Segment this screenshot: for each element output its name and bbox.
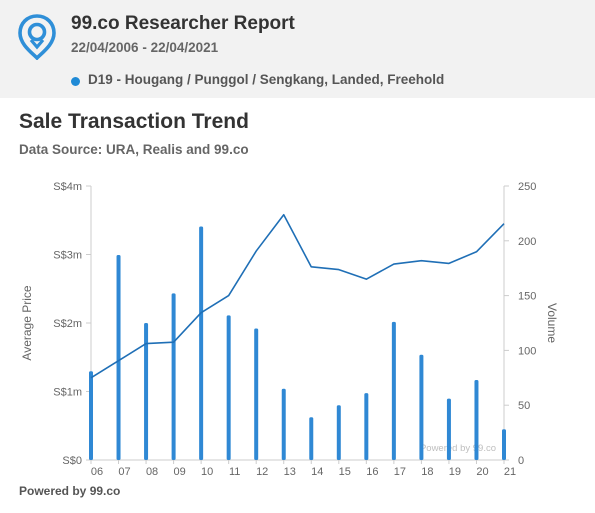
- chart-title: Sale Transaction Trend: [19, 110, 249, 133]
- x-tick-label: 17: [394, 466, 406, 478]
- report-title: 99.co Researcher Report: [71, 13, 295, 34]
- x-tick-label: 20: [476, 466, 488, 478]
- x-tick-label: 07: [118, 466, 130, 478]
- volume-bar: [446, 398, 451, 460]
- footer-powered-by: Powered by 99.co: [19, 484, 121, 498]
- volume-bar: [336, 405, 341, 460]
- x-tick-label: 15: [339, 466, 351, 478]
- x-tick-label: 12: [256, 466, 268, 478]
- location-pin-logo-icon: [18, 14, 56, 60]
- filter-dot-icon: [71, 77, 80, 86]
- volume-bar: [391, 321, 396, 460]
- volume-bar: [474, 379, 479, 460]
- filter-label: D19 - Hougang / Punggol / Sengkang, Land…: [88, 72, 445, 87]
- volume-bar: [309, 417, 314, 460]
- volume-bar: [502, 429, 506, 460]
- volume-bar: [254, 328, 259, 460]
- volume-bar: [116, 255, 121, 460]
- left-axis-title: Average Price: [20, 285, 34, 360]
- volume-bar: [419, 354, 424, 460]
- volume-bar: [89, 371, 93, 460]
- x-tick-label: 08: [146, 466, 158, 478]
- right-tick-label: 150: [518, 291, 536, 303]
- volume-bar: [281, 388, 286, 460]
- volume-bar: [226, 315, 231, 460]
- left-tick-label: S$2m: [53, 318, 82, 330]
- x-tick-label: 06: [91, 466, 103, 478]
- left-tick-label: S$4m: [53, 181, 82, 193]
- chart-subtitle: Data Source: URA, Realis and 99.co: [19, 142, 249, 157]
- volume-bar: [199, 226, 204, 460]
- x-tick-label: 09: [173, 466, 185, 478]
- x-tick-label: 11: [229, 466, 240, 478]
- left-tick-label: S$0: [62, 455, 82, 467]
- report-header: 99.co Researcher Report 22/04/2006 - 22/…: [0, 0, 595, 98]
- left-tick-label: S$3m: [53, 250, 82, 262]
- x-tick-label: 16: [366, 466, 378, 478]
- x-tick-label: 18: [421, 466, 433, 478]
- sale-transaction-chart: S$0 S$1m S$2m S$3m S$4m 0 50 100 150 200 250 Averag…: [20, 181, 559, 478]
- x-tick-label: 14: [311, 466, 323, 478]
- x-tick-label: 10: [201, 466, 213, 478]
- right-tick-label: 0: [518, 455, 524, 467]
- x-tick-label: 21: [504, 466, 516, 478]
- x-tick-label: 13: [284, 466, 296, 478]
- right-axis-title: Volume: [545, 303, 559, 343]
- right-tick-label: 200: [518, 236, 536, 248]
- volume-bar: [364, 393, 369, 460]
- volume-bar: [144, 323, 149, 460]
- chart-watermark: Powered by 99.co: [420, 443, 496, 454]
- x-tick-label: 19: [449, 466, 461, 478]
- date-range: 22/04/2006 - 22/04/2021: [71, 40, 219, 55]
- right-tick-label: 50: [518, 400, 530, 412]
- average-price-line: [90, 213, 505, 379]
- volume-bar: [171, 293, 176, 460]
- right-tick-label: 100: [518, 345, 536, 357]
- left-tick-label: S$1m: [53, 387, 82, 399]
- right-tick-label: 250: [518, 181, 536, 193]
